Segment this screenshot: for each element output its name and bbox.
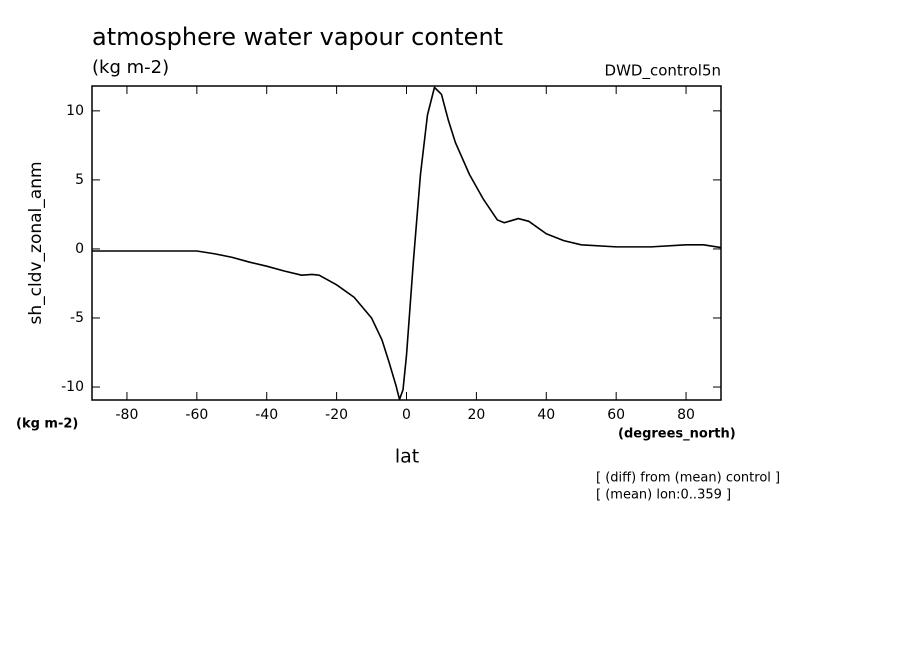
x-tick-label: 0 [402,407,411,423]
note: [ (mean) lon:0..359 ] [596,488,731,503]
chart-subtitle: (kg m-2) [92,57,169,78]
y-tick-label: 5 [75,172,84,188]
x-units: (degrees_north) [618,427,736,442]
y-tick-label: -5 [70,310,84,326]
data-line [92,86,722,401]
y-tick-label: 0 [75,241,84,257]
experiment-label: DWD_control5n [605,62,721,81]
x-tick-label: 20 [467,407,485,423]
y-tick-label: 10 [66,103,84,119]
x-tick-label: 40 [537,407,555,423]
x-tick-label: -60 [185,407,208,423]
y-tick-label: -10 [61,379,84,395]
chart-title: atmosphere water vapour content [92,23,503,51]
x-tick-label: -80 [116,407,139,423]
x-tick-label: -40 [255,407,278,423]
x-tick-label: -20 [325,407,348,423]
y-units: (kg m-2) [16,417,78,432]
x-tick-label: 60 [607,407,625,423]
note: [ (diff) from (mean) control ] [596,471,780,486]
x-axis-label: lat [395,446,419,468]
x-tick-label: 80 [677,407,695,423]
y-axis-label: sh_cldv_zonal_anm [26,161,46,324]
